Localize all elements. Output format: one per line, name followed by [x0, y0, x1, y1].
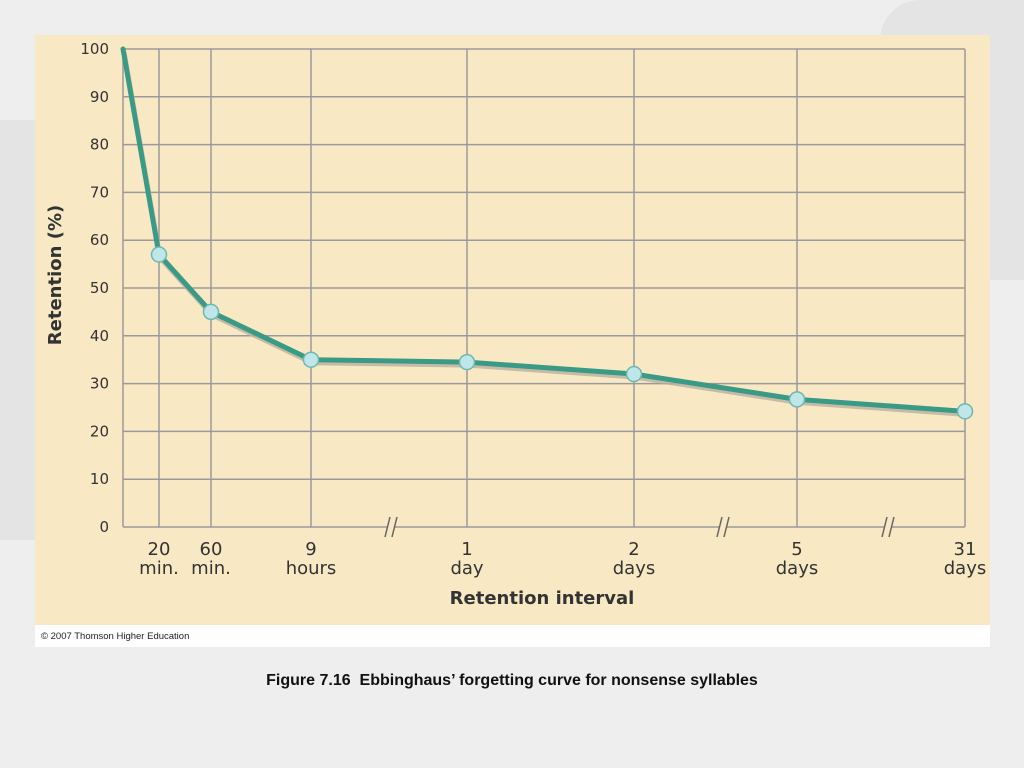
x-tick-label: 5	[791, 539, 802, 560]
x-tick-label: day	[450, 558, 483, 579]
x-tick-label: min.	[139, 558, 179, 579]
x-tick-label: days	[613, 558, 656, 579]
data-point	[302, 351, 320, 368]
x-tick-label: hours	[286, 558, 337, 579]
y-tick-label: 0	[99, 518, 109, 536]
y-tick-label: 70	[90, 183, 109, 201]
series-line	[120, 46, 968, 414]
y-tick-label: 20	[90, 422, 109, 440]
x-tick-label: 20	[148, 539, 171, 560]
x-tick-label: 9	[305, 539, 316, 560]
data-point	[625, 365, 643, 383]
x-tick-label: 1	[461, 539, 472, 560]
axis-break-mark	[881, 516, 895, 538]
y-tick-label: 100	[80, 40, 109, 58]
copyright-notice: © 2007 Thomson Higher Education	[41, 631, 190, 642]
y-tick-label: 80	[90, 136, 109, 154]
y-tick-label: 30	[90, 375, 109, 393]
y-tick-label: 40	[90, 327, 109, 345]
x-tick-label: min.	[191, 558, 231, 579]
y-axis-title: Retention (%)	[45, 205, 66, 345]
x-tick-label: days	[944, 558, 987, 579]
y-tick-label: 10	[90, 470, 109, 488]
figure-caption: Figure 7.16 Ebbinghaus’ forgetting curve…	[266, 672, 758, 689]
y-tick-label: 90	[90, 88, 109, 106]
axis-break-gap	[885, 517, 891, 537]
series-line-shadow	[121, 51, 967, 417]
figure-panel: 0 10 20 30 40 50 60 70 80 90 100 20 min. 60 min. 9 hour…	[35, 35, 990, 647]
data-point	[458, 353, 476, 371]
x-tick-label: 2	[628, 539, 639, 560]
data-point	[788, 391, 806, 408]
x-axis-title: Retention interval	[450, 588, 635, 609]
data-point	[202, 303, 220, 321]
data-point	[956, 403, 974, 420]
axis-break-gap	[388, 517, 394, 537]
axis-break-mark	[384, 516, 398, 538]
y-tick-label: 50	[90, 279, 109, 297]
axis-break-gap	[720, 517, 726, 537]
chart-area: 0 10 20 30 40 50 60 70 80 90 100 20 min. 60 min. 9 hour…	[35, 35, 990, 625]
x-tick-label: 60	[200, 539, 223, 560]
axis-break-mark	[716, 516, 730, 538]
x-tick-label: days	[776, 558, 819, 579]
y-tick-label: 60	[90, 231, 109, 249]
x-tick-label: 31	[954, 539, 977, 560]
data-point	[150, 246, 168, 263]
